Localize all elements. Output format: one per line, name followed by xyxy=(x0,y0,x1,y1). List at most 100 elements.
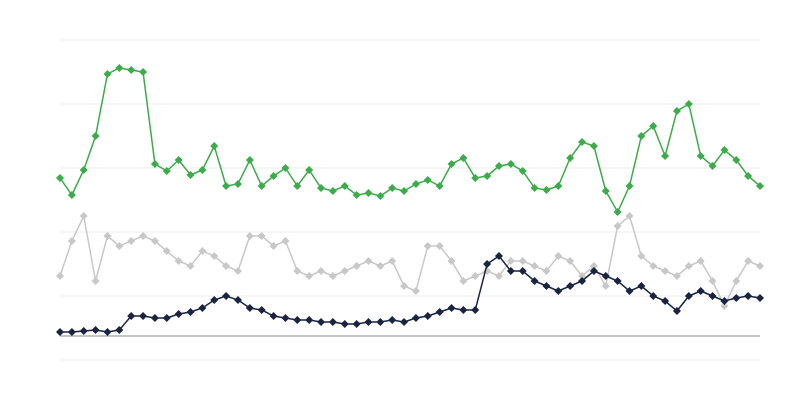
point-marker xyxy=(625,212,634,220)
point-marker xyxy=(56,328,64,336)
point-marker xyxy=(210,252,219,260)
point-marker xyxy=(601,282,610,290)
point-marker xyxy=(257,182,266,190)
point-marker xyxy=(210,142,219,150)
point-marker xyxy=(67,237,76,245)
point-marker xyxy=(281,237,290,245)
point-marker xyxy=(222,262,231,270)
point-marker xyxy=(423,242,432,250)
point-marker xyxy=(589,267,598,275)
point-marker xyxy=(530,262,539,270)
point-marker xyxy=(245,304,254,312)
point-marker xyxy=(518,167,527,175)
point-marker xyxy=(554,182,563,190)
point-marker xyxy=(400,187,409,195)
point-marker xyxy=(542,282,551,290)
point-marker xyxy=(601,272,610,280)
point-marker xyxy=(91,277,100,285)
point-marker xyxy=(174,257,183,265)
point-marker xyxy=(756,294,764,302)
point-marker xyxy=(756,262,764,270)
point-marker xyxy=(566,282,575,290)
point-marker xyxy=(744,292,753,300)
point-marker xyxy=(756,182,764,190)
point-marker xyxy=(459,277,468,285)
point-marker xyxy=(222,182,231,190)
point-marker xyxy=(162,167,171,175)
point-marker xyxy=(518,267,527,275)
point-marker xyxy=(435,242,444,250)
point-marker xyxy=(423,176,432,184)
point-marker xyxy=(269,312,278,320)
point-marker xyxy=(661,297,670,305)
point-marker xyxy=(245,156,254,164)
point-marker xyxy=(103,232,112,240)
point-marker xyxy=(186,308,195,316)
point-marker xyxy=(613,208,622,216)
point-marker xyxy=(400,282,409,290)
point-marker xyxy=(471,174,480,182)
point-marker xyxy=(376,192,385,200)
point-marker xyxy=(494,272,503,280)
point-marker xyxy=(696,257,705,265)
point-marker xyxy=(233,296,242,304)
point-marker xyxy=(352,320,361,328)
point-marker xyxy=(257,306,266,314)
point-marker xyxy=(305,166,314,174)
point-marker xyxy=(518,257,527,265)
point-marker xyxy=(67,328,76,336)
point-marker xyxy=(530,277,539,285)
point-marker xyxy=(471,272,480,280)
point-marker xyxy=(388,316,397,324)
point-marker xyxy=(115,242,124,250)
point-marker xyxy=(447,160,456,168)
point-marker xyxy=(79,327,88,335)
point-marker xyxy=(506,257,515,265)
point-marker xyxy=(127,237,136,245)
point-marker xyxy=(115,64,124,72)
point-marker xyxy=(139,68,148,76)
point-marker xyxy=(281,314,290,322)
point-marker xyxy=(744,172,753,180)
point-marker xyxy=(150,314,159,322)
point-marker xyxy=(364,189,373,197)
point-marker xyxy=(317,267,326,275)
point-marker xyxy=(530,184,539,192)
point-marker xyxy=(305,316,314,324)
point-marker xyxy=(388,184,397,192)
point-marker xyxy=(233,267,242,275)
point-marker xyxy=(494,252,503,260)
point-marker xyxy=(411,180,420,188)
point-marker xyxy=(625,182,634,190)
point-marker xyxy=(447,304,456,312)
point-marker xyxy=(127,312,136,320)
point-marker xyxy=(174,156,183,164)
point-marker xyxy=(186,171,195,179)
point-marker xyxy=(317,184,326,192)
point-marker xyxy=(661,152,670,160)
point-marker xyxy=(672,107,681,115)
point-marker xyxy=(376,318,385,326)
point-marker xyxy=(601,187,610,195)
point-marker xyxy=(554,252,563,260)
point-marker xyxy=(352,262,361,270)
point-marker xyxy=(56,272,64,280)
point-marker xyxy=(459,306,468,314)
point-marker xyxy=(684,100,693,108)
point-marker xyxy=(672,272,681,280)
point-marker xyxy=(352,191,361,199)
point-marker xyxy=(293,267,302,275)
point-marker xyxy=(672,307,681,315)
point-marker xyxy=(649,122,658,130)
series-line xyxy=(59,67,761,214)
point-marker xyxy=(340,320,349,328)
point-marker xyxy=(494,162,503,170)
point-marker xyxy=(684,292,693,300)
point-marker xyxy=(649,292,658,300)
point-marker xyxy=(233,180,242,188)
point-marker xyxy=(293,182,302,190)
point-marker xyxy=(162,247,171,255)
point-marker xyxy=(423,312,432,320)
point-marker xyxy=(578,138,587,146)
point-marker xyxy=(554,287,563,295)
